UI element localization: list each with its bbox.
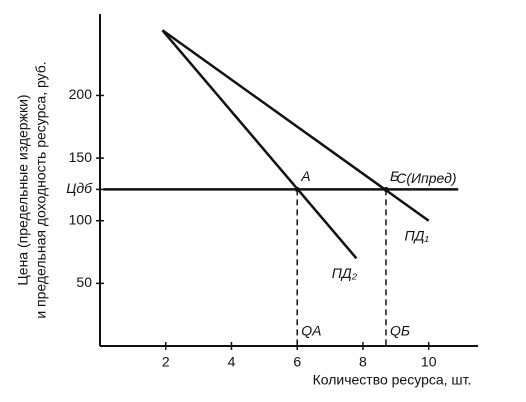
y-tick-label: 200 xyxy=(69,86,93,102)
line xyxy=(161,29,358,260)
line xyxy=(161,29,430,222)
x-axis-label: Количество ресурса, шт. xyxy=(313,372,472,388)
line-label: С(Ипред) xyxy=(396,170,456,186)
x-tick-label: 4 xyxy=(228,354,236,370)
x-tick-label: 8 xyxy=(359,354,367,370)
intersection-point xyxy=(383,186,389,192)
point-x-label: QБ xyxy=(390,323,410,339)
y-axis-label: Цена (предельные издержки) xyxy=(15,94,31,285)
y-tick-label: 100 xyxy=(69,211,93,227)
y-tick-label: 50 xyxy=(76,274,92,290)
line-label: ПД₂ xyxy=(332,265,358,281)
x-tick-label: 10 xyxy=(421,354,437,370)
point-x-label: QA xyxy=(301,323,321,339)
x-tick-label: 2 xyxy=(162,354,170,370)
point-label: A xyxy=(300,168,310,184)
y-axis-label: и предельная доходность ресурса, руб. xyxy=(33,61,49,318)
y-tick-label: 150 xyxy=(69,149,93,165)
intersection-point xyxy=(294,186,300,192)
line-label: ПД₁ xyxy=(404,227,429,243)
x-tick-label: 6 xyxy=(293,354,301,370)
point-label: Б xyxy=(390,168,399,184)
y-tick-label: Цдб xyxy=(66,180,93,196)
